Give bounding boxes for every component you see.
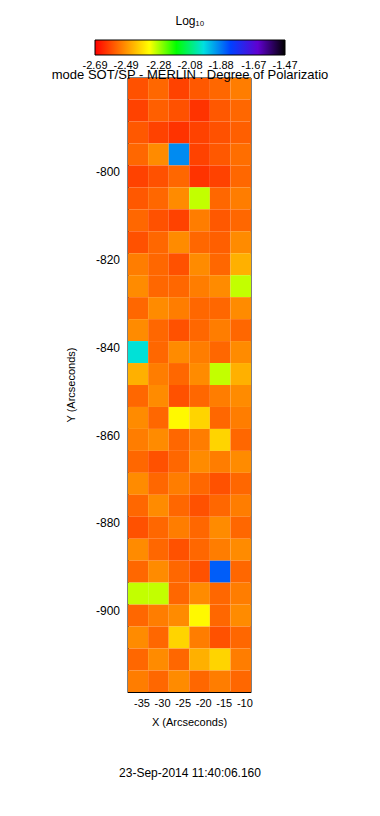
- svg-text:-2.28: -2.28: [146, 58, 172, 71]
- svg-text:-30: -30: [155, 697, 171, 709]
- svg-text:-2.08: -2.08: [177, 58, 203, 71]
- svg-text:-25: -25: [175, 697, 191, 709]
- svg-text:-2.49: -2.49: [113, 58, 139, 71]
- svg-text:mode SOT/SP - MERLIN : Degree: mode SOT/SP - MERLIN : Degree of Polariz…: [52, 67, 328, 82]
- svg-text:-900: -900: [96, 604, 120, 618]
- svg-text:-1.88: -1.88: [208, 58, 234, 71]
- svg-text:-820: -820: [96, 253, 120, 267]
- svg-text:-20: -20: [196, 697, 212, 709]
- svg-text:-1.67: -1.67: [241, 58, 267, 71]
- svg-text:23-Sep-2014 11:40:06.160: 23-Sep-2014 11:40:06.160: [119, 766, 261, 780]
- svg-text:X (Arcseconds): X (Arcseconds): [152, 716, 227, 728]
- svg-text:-15: -15: [216, 697, 232, 709]
- svg-text:-2.69: -2.69: [82, 58, 108, 71]
- svg-text:Y (Arcseconds): Y (Arcseconds): [65, 348, 77, 423]
- svg-text:-10: -10: [237, 697, 253, 709]
- svg-text:-860: -860: [96, 429, 120, 443]
- svg-text:-35: -35: [134, 697, 150, 709]
- svg-text:-840: -840: [96, 341, 120, 355]
- svg-text:Log₁₀: Log₁₀: [175, 14, 204, 28]
- svg-text:-880: -880: [96, 516, 120, 530]
- svg-text:-1.47: -1.47: [272, 58, 298, 71]
- svg-text:-800: -800: [96, 165, 120, 179]
